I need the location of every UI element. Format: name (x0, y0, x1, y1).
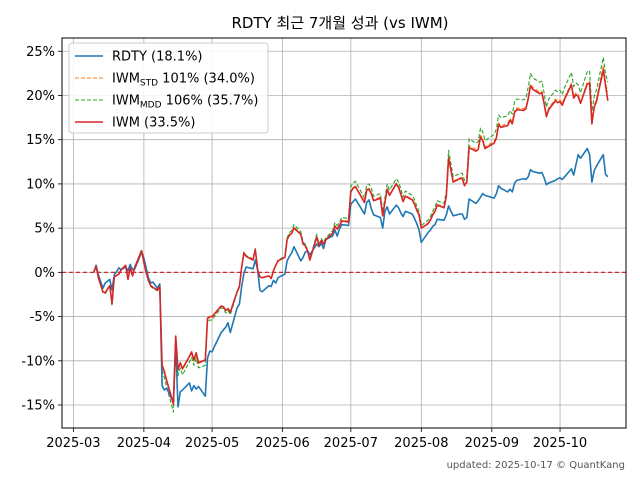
legend-label: IWMMDD 106% (35.7%) (112, 94, 258, 111)
plot-frame (61, 37, 627, 429)
x-tick-label: 2025-03 (46, 436, 100, 451)
footer-credit: updated: 2025-10-17 © QuantKang (447, 460, 625, 471)
y-tick-label: 5% (34, 222, 55, 237)
series-lines (93, 56, 609, 413)
x-tick-label: 2025-08 (394, 436, 448, 451)
x-tick-label: 2025-05 (185, 436, 239, 451)
y-tick-label: -10% (21, 354, 55, 369)
y-tick-label: 10% (26, 177, 55, 192)
y-tick-label: 15% (26, 133, 55, 148)
series-line-3 (93, 69, 609, 405)
x-tick-label: 2025-09 (465, 436, 519, 451)
legend: RDTY (18.1%) IWMSTD 101% (34.0%) IWMMDD 10… (68, 42, 269, 134)
x-axis-ticks: 2025-03 2025-04 2025-05 2025-06 2025-07 2025-… (46, 428, 587, 451)
y-tick-label: -5% (30, 310, 55, 325)
legend-label: IWM (33.5%) (112, 116, 195, 131)
y-tick-label: 0% (34, 266, 55, 281)
chart-title: RDTY 최근 7개월 성과 (vs IWM) (231, 14, 448, 32)
x-tick-label: 2025-10 (533, 436, 587, 451)
y-axis-ticks: 25% 20% 15% 10% 5% 0% -5% -10% -15% (21, 45, 62, 414)
x-tick-label: 2025-04 (117, 436, 171, 451)
x-tick-label: 2025-06 (255, 436, 309, 451)
legend-box (68, 42, 269, 134)
series-line-1 (93, 64, 609, 406)
legend-label: IWMSTD 101% (34.0%) (112, 72, 255, 89)
y-tick-label: 20% (26, 89, 55, 104)
y-tick-label: -15% (21, 399, 55, 414)
legend-label: RDTY (18.1%) (112, 50, 203, 65)
y-tick-label: 25% (26, 45, 55, 60)
x-tick-label: 2025-07 (324, 436, 378, 451)
